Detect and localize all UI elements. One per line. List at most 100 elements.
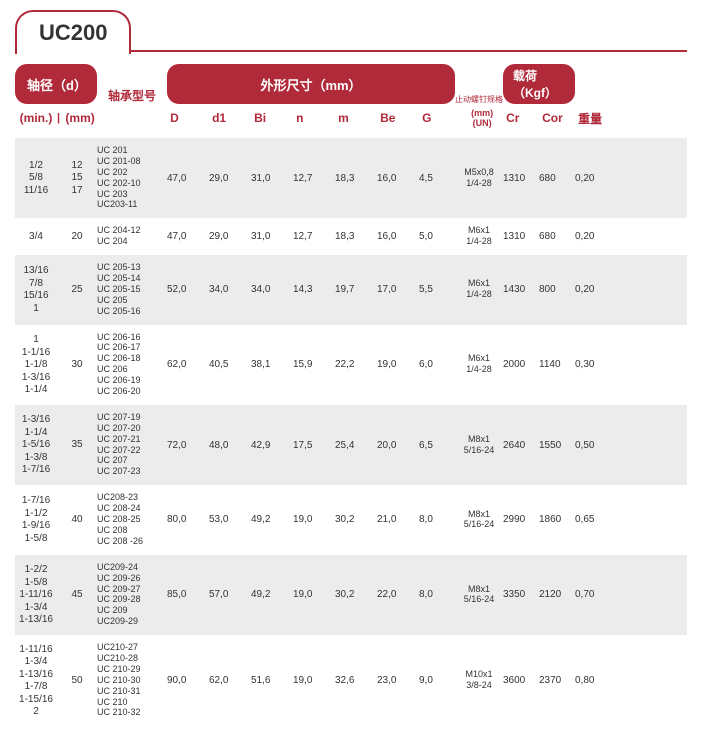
thread-sub1: (mm) bbox=[458, 108, 506, 118]
cell: 8,0 bbox=[419, 589, 455, 600]
cell: 25 bbox=[57, 284, 97, 296]
thread-spec-header: 止动螺钉规格 bbox=[455, 96, 503, 104]
cell: 18,3 bbox=[335, 231, 377, 242]
cell: 2120 bbox=[539, 589, 575, 600]
load-header: 载荷（Kgf） bbox=[503, 64, 575, 104]
cell: 4,5 bbox=[419, 173, 455, 184]
cell: 2370 bbox=[539, 675, 575, 686]
cell: M5x0,81/4-28 bbox=[455, 168, 503, 189]
cell: 34,0 bbox=[251, 284, 293, 295]
cell: 18,3 bbox=[335, 173, 377, 184]
cell: 1140 bbox=[539, 359, 575, 370]
cell: UC 204-12UC 204 bbox=[97, 226, 167, 247]
cell: 1-11/161-3/41-13/161-7/81-15/162 bbox=[15, 644, 57, 718]
cell: M6x11/4-28 bbox=[455, 226, 503, 247]
cell: 19,0 bbox=[377, 359, 419, 370]
cell: 1860 bbox=[539, 514, 575, 525]
cell: 2640 bbox=[503, 440, 539, 451]
cell: 62,0 bbox=[209, 675, 251, 686]
cell: 0,30 bbox=[575, 359, 611, 370]
col-cr-header: Cr bbox=[506, 111, 542, 125]
cell: UC208-23UC 208-24UC 208-25UC 208UC 208 -… bbox=[97, 493, 167, 546]
shaft-dia-header: 轴径（d） bbox=[15, 64, 97, 104]
cell: 31,0 bbox=[251, 173, 293, 184]
cell: 22,2 bbox=[335, 359, 377, 370]
cell: 22,0 bbox=[377, 589, 419, 600]
cell: 2990 bbox=[503, 514, 539, 525]
col-bi-header: Bi bbox=[254, 111, 296, 125]
cell: 680 bbox=[539, 173, 575, 184]
cell: 8,0 bbox=[419, 514, 455, 525]
cell: 1310 bbox=[503, 173, 539, 184]
cell: 51,6 bbox=[251, 675, 293, 686]
cell: 48,0 bbox=[209, 440, 251, 451]
cell: 13/167/815/161 bbox=[15, 265, 57, 314]
table-row: 1-7/161-1/21-9/161-5/840UC208-23UC 208-2… bbox=[15, 485, 687, 554]
cell: 2000 bbox=[503, 359, 539, 370]
cell: 5,0 bbox=[419, 231, 455, 242]
cell: UC 207-19UC 207-20UC 207-21UC 207-22UC 2… bbox=[97, 413, 167, 477]
table-header-row2: (min.) | (mm) D d1 Bi n m Be G (mm) (UN)… bbox=[15, 108, 687, 128]
cell: 0,70 bbox=[575, 589, 611, 600]
cell: M6x11/4-28 bbox=[455, 279, 503, 300]
col-weight-header: 重量 bbox=[578, 110, 614, 127]
table-row: 1-2/21-5/81-11/161-3/41-13/1645UC209-24U… bbox=[15, 555, 687, 635]
cell: UC210-27UC210-28UC 210-29UC 210-30UC 210… bbox=[97, 643, 167, 718]
cell: 29,0 bbox=[209, 173, 251, 184]
cell: 30 bbox=[57, 359, 97, 371]
table-row: 1-3/161-1/41-5/161-3/81-7/1635UC 207-19U… bbox=[15, 405, 687, 485]
cell: 1550 bbox=[539, 440, 575, 451]
cell: 62,0 bbox=[167, 359, 209, 370]
cell: 29,0 bbox=[209, 231, 251, 242]
cell: UC209-24UC 209-26UC 209-27UC 209-28UC 20… bbox=[97, 563, 167, 627]
cell: 12,7 bbox=[293, 173, 335, 184]
cell: 16,0 bbox=[377, 231, 419, 242]
cell: 14,3 bbox=[293, 284, 335, 295]
cell: 52,0 bbox=[167, 284, 209, 295]
cell: 49,2 bbox=[251, 514, 293, 525]
cell: 35 bbox=[57, 439, 97, 451]
col-cor-header: Cor bbox=[542, 111, 578, 125]
cell: 0,20 bbox=[575, 173, 611, 184]
cell: 12,7 bbox=[293, 231, 335, 242]
table-body: 1/25/811/16121517UC 201UC 201-08UC 202UC… bbox=[15, 138, 687, 726]
cell: 5,5 bbox=[419, 284, 455, 295]
cell: UC 205-13UC 205-14UC 205-15UC 205UC 205-… bbox=[97, 263, 167, 316]
cell: UC 206-16UC 206-17UC 206-18UC 206UC 206-… bbox=[97, 333, 167, 397]
page-title: UC200 bbox=[15, 10, 131, 54]
cell: 21,0 bbox=[377, 514, 419, 525]
cell: 1310 bbox=[503, 231, 539, 242]
cell: 1-7/161-1/21-9/161-5/8 bbox=[15, 495, 57, 544]
cell: 19,0 bbox=[293, 589, 335, 600]
cell: 6,5 bbox=[419, 440, 455, 451]
cell: 23,0 bbox=[377, 675, 419, 686]
cell: M10x13/8-24 bbox=[455, 670, 503, 691]
cell: 1-3/161-1/41-5/161-3/81-7/16 bbox=[15, 414, 57, 476]
cell: 40 bbox=[57, 514, 97, 526]
mm-header: (mm) bbox=[60, 111, 100, 125]
min-header: (min.) bbox=[15, 111, 57, 125]
outer-dims-header: 外形尺寸（mm） bbox=[167, 64, 455, 104]
cell: 32,6 bbox=[335, 675, 377, 686]
cell: 0,65 bbox=[575, 514, 611, 525]
col-g-header: G bbox=[422, 111, 458, 125]
cell: 800 bbox=[539, 284, 575, 295]
cell: 19,0 bbox=[293, 675, 335, 686]
cell: 42,9 bbox=[251, 440, 293, 451]
cell: 3350 bbox=[503, 589, 539, 600]
cell: 50 bbox=[57, 675, 97, 687]
cell: 6,0 bbox=[419, 359, 455, 370]
cell: 0,20 bbox=[575, 284, 611, 295]
cell: 57,0 bbox=[209, 589, 251, 600]
cell: 16,0 bbox=[377, 173, 419, 184]
col-m-header: m bbox=[338, 111, 380, 125]
cell: M6x11/4-28 bbox=[455, 354, 503, 375]
cell: 1430 bbox=[503, 284, 539, 295]
cell: 30,2 bbox=[335, 589, 377, 600]
cell: 19,7 bbox=[335, 284, 377, 295]
cell: 30,2 bbox=[335, 514, 377, 525]
cell: 47,0 bbox=[167, 173, 209, 184]
cell: 1-2/21-5/81-11/161-3/41-13/16 bbox=[15, 564, 57, 626]
cell: 20,0 bbox=[377, 440, 419, 451]
cell: 47,0 bbox=[167, 231, 209, 242]
